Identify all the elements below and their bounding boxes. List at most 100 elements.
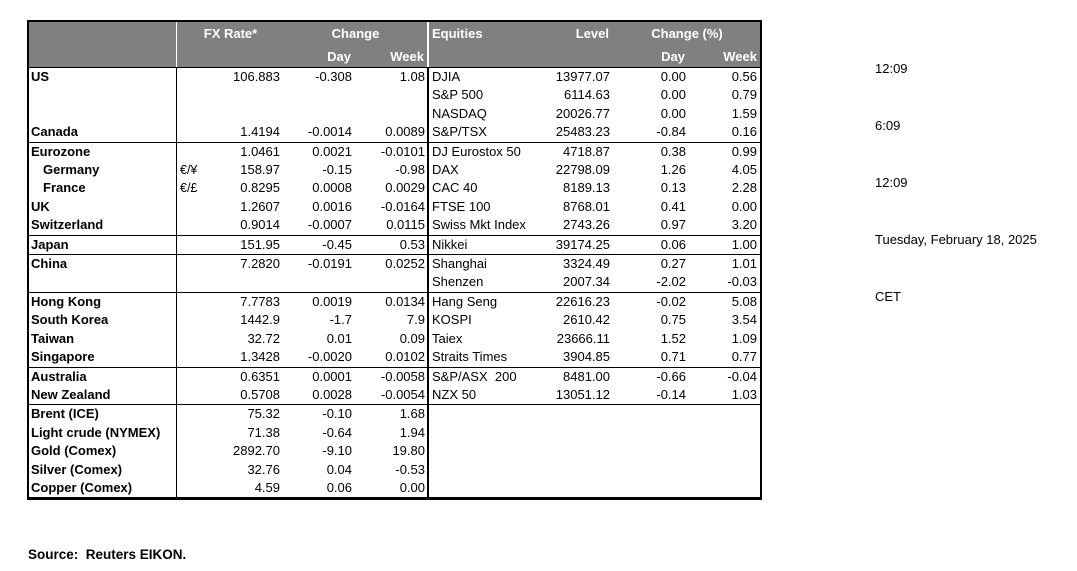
fx-name-cell (29, 86, 177, 105)
equity-day-change-cell (614, 461, 690, 479)
fx-rate-cell: 0.9014 (240, 217, 280, 233)
fx-rate-cell: 32.76 (247, 461, 280, 477)
equity-day-change-cell: -0.66 (656, 368, 686, 384)
equity-day-change-cell: 0.97 (660, 217, 686, 233)
equity-name-cell: Hang Seng (432, 293, 498, 309)
fx-day-change-cell: -9.10 (322, 443, 352, 459)
fx-pair-cell (177, 105, 205, 123)
equity-level-cell (547, 424, 614, 442)
fx-pair-cell (177, 368, 205, 386)
equity-name-cell (429, 479, 547, 497)
equity-name-cell: DAX (432, 162, 459, 178)
equity-name-cell: NASDAQ (432, 105, 487, 121)
equity-week-change-cell: 1.00 (731, 236, 757, 252)
equity-level-cell: 2610.42 (563, 312, 610, 328)
table-row: Shenzen 2007.34 -2.02 -0.03 (29, 273, 760, 293)
fx-name-cell: Japan (29, 235, 177, 255)
equity-week-change-cell: 0.56 (731, 69, 757, 84)
equity-name-cell (429, 442, 547, 460)
table-row: Light crude (NYMEX) 71.38 -0.64 1.94 (29, 423, 760, 443)
equity-name-cell: Straits Times (432, 349, 508, 365)
equity-name-cell (429, 461, 547, 479)
equity-name-cell: S&P 500 (432, 87, 484, 103)
equity-week-change-cell: 0.99 (731, 143, 757, 159)
equity-level-cell: 4718.87 (563, 143, 610, 159)
fx-pair-cell (177, 255, 205, 273)
fx-pair-cell (177, 348, 205, 366)
fx-pair-cell (177, 68, 205, 86)
fx-day-change-cell: -0.0020 (307, 349, 352, 365)
equity-level-cell (547, 442, 614, 460)
time-local: 12:09 (875, 61, 908, 76)
table-row: UK 1.2607 0.0016 -0.0164 FTSE 100 8768.01 0.41… (29, 197, 760, 217)
fx-name-cell: Taiwan (29, 329, 177, 349)
fx-name-cell: Switzerland (29, 216, 177, 235)
equity-name-cell: CAC 40 (432, 180, 478, 196)
fx-rate-cell: 0.8295 (240, 180, 280, 196)
fx-name-cell: South Korea (29, 311, 177, 330)
fx-day-change-cell: 0.06 (326, 479, 352, 495)
equity-week-change-cell (690, 405, 760, 423)
equity-name-cell (429, 405, 547, 423)
equity-week-change-cell: -0.03 (727, 274, 757, 290)
table-row: Australia 0.6351 0.0001 -0.0058 S&P/ASX 200 8… (29, 367, 760, 386)
fx-day-change-cell: -0.0007 (307, 217, 352, 233)
table-row: Eurozone 1.0461 0.0021 -0.0101 DJ Eurostox 5… (29, 142, 760, 162)
equity-day-change-cell: 0.27 (660, 256, 686, 272)
fx-week-change-cell: 0.0029 (356, 179, 429, 198)
fx-rate-cell (205, 86, 284, 104)
equity-name-cell: Shanghai (432, 256, 487, 272)
header-level: Level (575, 26, 609, 41)
fx-rate-cell: 32.72 (247, 330, 280, 346)
equity-week-change-cell (690, 479, 760, 497)
fx-week-change-cell: -0.98 (356, 161, 429, 180)
equity-week-change-cell (690, 461, 760, 479)
fx-name-cell (29, 273, 177, 292)
fx-pair-cell (177, 86, 205, 104)
equity-level-cell: 2743.26 (563, 217, 610, 233)
equity-level-cell (547, 479, 614, 497)
fx-week-change-cell: 0.09 (356, 329, 429, 349)
fx-day-change-cell: -0.0014 (307, 124, 352, 140)
market-data-table: FX Rate* Change Equities Level Change (%… (27, 20, 762, 500)
equity-level-cell: 2007.34 (563, 274, 610, 290)
equity-name-cell: DJIA (432, 69, 461, 84)
equity-name-cell: Nikkei (432, 236, 468, 252)
fx-day-change-cell: -0.0191 (307, 256, 352, 272)
fx-pair-cell (177, 236, 205, 254)
fx-day-change-cell: 0.01 (326, 330, 352, 346)
fx-rate-cell: 71.38 (247, 424, 280, 440)
fx-day-change-cell: -1.7 (329, 312, 352, 328)
equity-day-change-cell: -0.02 (656, 293, 686, 309)
fx-pair-cell (177, 273, 205, 291)
header-fx-change: Change (284, 22, 429, 45)
fx-name-cell: Silver (Comex) (29, 460, 177, 479)
equity-week-change-cell: 0.00 (731, 198, 757, 214)
equity-day-change-cell: 0.06 (660, 236, 686, 252)
equity-day-change-cell: 1.52 (660, 330, 686, 346)
fx-day-change-cell: -0.15 (322, 162, 352, 178)
equity-day-change-cell: 0.13 (660, 180, 686, 196)
equity-level-cell: 3904.85 (563, 349, 610, 365)
fx-pair-cell (177, 198, 205, 216)
equity-day-change-cell: -0.14 (656, 386, 686, 402)
fx-name-cell: Singapore (29, 348, 177, 367)
equity-week-change-cell (690, 424, 760, 442)
fx-week-change-cell: 0.0102 (356, 348, 429, 367)
table-header-row-2: Day Week Day Week (29, 44, 760, 67)
equity-week-change-cell: 1.03 (731, 386, 757, 402)
fx-rate-cell: 1.3428 (240, 349, 280, 365)
fx-pair-cell: €/£ (180, 181, 198, 196)
equity-week-change-cell: 1.09 (731, 330, 757, 346)
table-row: Singapore 1.3428 -0.0020 0.0102 Straits Time… (29, 348, 760, 368)
table-row: South Korea 1442.9 -1.7 7.9 KOSPI 2610.42 0.75… (29, 311, 760, 330)
table-row: Brent (ICE) 75.32 -0.10 1.68 (29, 405, 760, 424)
equity-level-cell (547, 461, 614, 479)
header-equities: Equities (432, 26, 483, 41)
equity-week-change-cell: 0.16 (731, 124, 757, 140)
equity-level-cell: 20026.77 (555, 105, 610, 121)
fx-day-change-cell: -0.308 (315, 69, 352, 84)
equity-level-cell (547, 405, 614, 423)
fx-week-change-cell: 19.80 (356, 442, 429, 461)
